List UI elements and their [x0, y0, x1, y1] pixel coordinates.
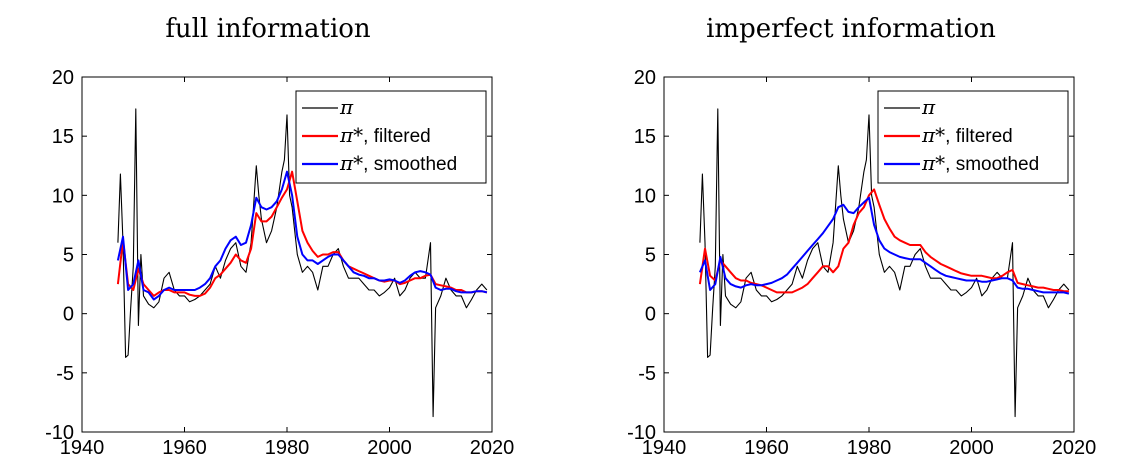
y-tick-label: 15 — [634, 126, 656, 148]
y-tick-label: -10 — [45, 422, 74, 444]
legend-label: , smoothed — [363, 154, 457, 175]
y-tick-label: -5 — [56, 363, 74, 385]
legend-label: , filtered — [945, 126, 1013, 147]
legend-symbol: π — [339, 95, 354, 119]
legend-entry: π*, filtered — [921, 123, 1013, 147]
x-tick-label: 1960 — [744, 437, 789, 459]
x-tick-label: 1980 — [265, 437, 310, 459]
y-tick-label: 10 — [634, 185, 656, 207]
legend-symbol: π* — [339, 151, 363, 175]
legend-entry: π*, smoothed — [339, 151, 457, 175]
series-line-filtered — [116, 170, 488, 297]
x-tick-label: 2020 — [1052, 437, 1097, 459]
x-tick-label: 1940 — [642, 437, 687, 459]
legend-symbol: π — [921, 95, 936, 119]
series-line- — [117, 108, 488, 418]
series-line-smoothed — [698, 196, 1070, 295]
y-tick-label: 10 — [52, 185, 74, 207]
y-tick-label: 5 — [63, 245, 74, 267]
legend-symbol: π* — [339, 123, 363, 147]
x-tick-label: 2020 — [470, 437, 515, 459]
y-tick-label: 0 — [645, 304, 656, 326]
y-tick-label: -10 — [627, 422, 656, 444]
chart-panel-1: full information 1940 1960 1980 2000 2020 -10 -… — [45, 14, 514, 459]
y-tick-label: 20 — [634, 67, 656, 89]
series-line-smoothed — [116, 170, 488, 301]
legend-symbol: π* — [921, 151, 945, 175]
legend-label: , smoothed — [945, 154, 1039, 175]
legend-entry: π — [339, 95, 354, 119]
x-tick-label: 2000 — [949, 437, 994, 459]
y-tick-label: 0 — [63, 304, 74, 326]
plot-area — [698, 108, 1070, 418]
y-tick-label: -5 — [638, 363, 656, 385]
legend-label: , filtered — [363, 126, 431, 147]
legend-entry: π — [921, 95, 936, 119]
y-tick-label: 15 — [52, 126, 74, 148]
plot-area — [116, 108, 488, 418]
y-tick-label: 5 — [645, 245, 656, 267]
x-tick-label: 1940 — [60, 437, 105, 459]
legend-entry: π*, smoothed — [921, 151, 1039, 175]
legend-entry: π*, filtered — [339, 123, 431, 147]
x-tick-label: 1960 — [162, 437, 207, 459]
chart-title: imperfect information — [706, 14, 996, 44]
x-tick-label: 1980 — [847, 437, 892, 459]
y-tick-label: 20 — [52, 67, 74, 89]
x-tick-label: 2000 — [367, 437, 412, 459]
chart-title: full information — [165, 14, 371, 44]
legend-symbol: π* — [921, 123, 945, 147]
